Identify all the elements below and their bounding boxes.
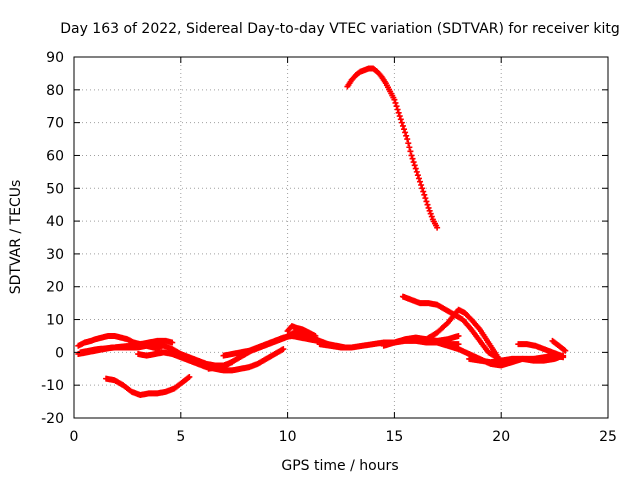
data-point <box>561 346 568 353</box>
data-point <box>405 140 412 147</box>
data-point <box>393 103 400 110</box>
data-points <box>75 65 569 399</box>
data-series-arc-11 <box>344 65 441 231</box>
data-point <box>397 116 404 123</box>
data-point <box>415 175 422 182</box>
data-series-arc-16 <box>515 341 565 359</box>
data-point <box>280 346 287 353</box>
x-axis-label: GPS time / hours <box>281 458 398 474</box>
data-series-arc-17 <box>549 337 569 354</box>
data-series-arc-10 <box>380 332 462 349</box>
data-series-arc-05 <box>103 373 193 399</box>
data-point <box>312 332 319 339</box>
data-point <box>423 198 430 205</box>
data-point <box>402 129 409 136</box>
y-tick-label: 50 <box>46 181 64 197</box>
data-point <box>412 165 419 172</box>
x-tick-label: 15 <box>385 429 403 445</box>
data-point <box>424 201 431 208</box>
plot-area-border <box>73 56 609 419</box>
y-tick-label: -10 <box>41 378 64 394</box>
y-tick-label: 0 <box>55 345 64 361</box>
data-point <box>406 144 413 151</box>
data-point <box>409 155 416 162</box>
y-tick-label: 10 <box>46 313 64 329</box>
chart-title: Day 163 of 2022, Sidereal Day-to-day VTE… <box>60 21 620 37</box>
y-tick-label: 70 <box>46 116 64 132</box>
data-point <box>395 109 402 116</box>
data-point <box>427 210 434 217</box>
y-tick-label: 30 <box>46 247 64 263</box>
x-tick-label: 20 <box>492 429 510 445</box>
data-point <box>420 188 427 195</box>
axis-ticks: 0 5 10 15 20 25 -20 -10 0 10 20 30 40 50 60 70 80 90 <box>41 50 617 445</box>
data-point <box>403 132 410 139</box>
data-point <box>414 172 421 179</box>
data-point <box>401 126 408 133</box>
data-point <box>434 224 441 231</box>
data-point <box>398 119 405 126</box>
y-axis-label: SDTVAR / TECUs <box>8 180 24 295</box>
data-point <box>186 373 193 380</box>
data-point <box>562 347 569 354</box>
data-series-arc-13 <box>423 306 505 366</box>
data-point <box>314 337 321 344</box>
data-point <box>421 191 428 198</box>
data-series-arc-12 <box>399 293 500 361</box>
data-point <box>422 195 429 202</box>
x-tick-label: 5 <box>176 429 185 445</box>
data-series-arc-04 <box>135 346 287 374</box>
y-tick-label: 90 <box>46 50 64 66</box>
data-point <box>407 148 414 155</box>
data-series-arc-08 <box>284 323 319 339</box>
data-point <box>169 339 176 346</box>
data-point <box>392 99 399 106</box>
data-point <box>426 207 433 214</box>
grid-lines <box>74 57 608 418</box>
data-point <box>419 185 426 192</box>
data-series-arc-07 <box>220 332 321 359</box>
data-point <box>418 181 425 188</box>
data-point <box>394 106 401 113</box>
data-point <box>410 159 417 166</box>
data-point <box>558 352 565 359</box>
data-point <box>408 152 415 159</box>
data-point <box>411 162 418 169</box>
data-point <box>399 122 406 129</box>
data-point <box>413 168 420 175</box>
y-tick-label: -20 <box>41 411 64 427</box>
x-tick-label: 10 <box>279 429 297 445</box>
y-tick-label: 20 <box>46 280 64 296</box>
data-point <box>417 178 424 185</box>
data-point <box>455 332 462 339</box>
y-tick-label: 40 <box>46 214 64 230</box>
y-tick-label: 80 <box>46 83 64 99</box>
data-point <box>396 113 403 120</box>
data-point <box>391 96 398 103</box>
x-tick-label: 0 <box>70 429 79 445</box>
data-point <box>404 136 411 143</box>
data-point <box>185 374 192 381</box>
data-point <box>425 204 432 211</box>
y-tick-label: 60 <box>46 148 64 164</box>
data-point <box>428 213 435 220</box>
x-tick-label: 25 <box>599 429 617 445</box>
